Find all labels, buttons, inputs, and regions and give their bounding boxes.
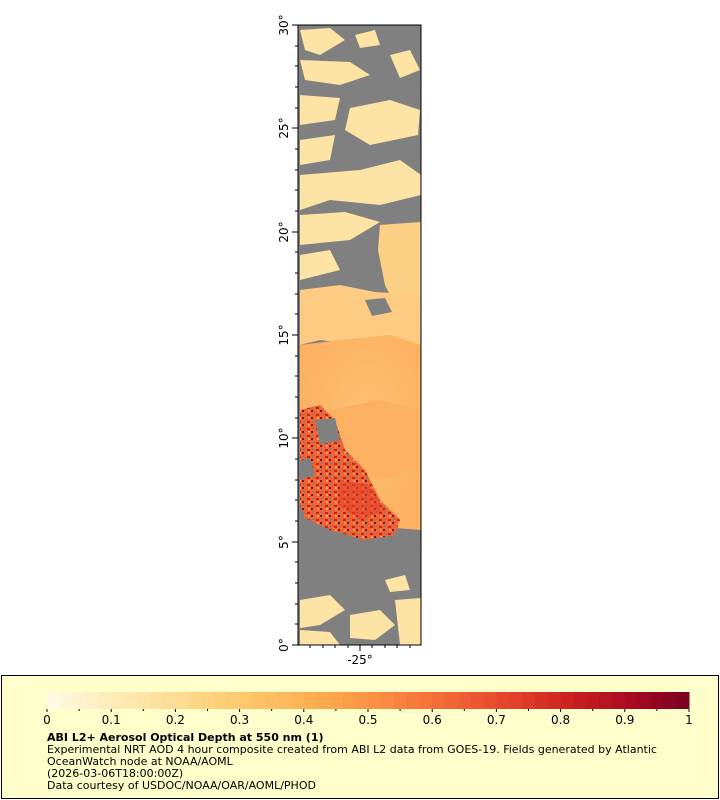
colorbar-cell (59, 692, 74, 709)
colorbar-cell (445, 692, 459, 709)
colorbar-cell (136, 692, 151, 709)
colorbar-cell (522, 692, 536, 709)
low-aod-patches-south (300, 575, 421, 645)
colorbar-cell (432, 692, 446, 709)
aod-map-panel (298, 25, 421, 645)
colorbar-cell (624, 692, 639, 709)
colorbar-cell (342, 692, 356, 709)
colorbar-cell (676, 692, 690, 709)
lat-label-5: 5° (277, 535, 291, 549)
colorbar-cell (573, 692, 587, 709)
caption-credit: Data courtesy of USDOC/NOAA/OAR/AOML/PHO… (47, 779, 316, 792)
colorbar-cell (637, 692, 651, 709)
colorbar-cell (586, 692, 600, 709)
colorbar-cell (278, 692, 292, 709)
cloud-gaps (300, 298, 392, 480)
lat-label-10: 10° (277, 427, 291, 448)
colorbar-cell (650, 692, 664, 709)
colorbar-cell (290, 692, 305, 709)
colorbar-tick-label: 0 (43, 713, 51, 727)
colorbar-tick-label: 0.8 (551, 713, 570, 727)
colorbar-cell (393, 692, 408, 709)
colorbar-cell (162, 692, 176, 709)
colorbar-cell (483, 692, 497, 709)
colorbar-cell (47, 692, 61, 709)
colorbar-cell (252, 692, 266, 709)
latitude-axis (292, 24, 298, 646)
colorbar-cell (406, 692, 420, 709)
colorbar-cell (329, 692, 343, 709)
caption-description: Experimental NRT AOD 4 hour composite cr… (47, 743, 657, 768)
colorbar-cells (47, 692, 690, 709)
colorbar-tick-label: 0.5 (358, 713, 377, 727)
colorbar-cell (72, 692, 87, 709)
colorbar-tick-label: 1 (685, 713, 693, 727)
colorbar-tick-label: 0.9 (615, 713, 634, 727)
colorbar-cell (547, 692, 562, 709)
colorbar-tick-label: 0.2 (166, 713, 185, 727)
colorbar-cell (457, 692, 472, 709)
latitude-minor-ticks (295, 45, 298, 625)
colorbar-cell (201, 692, 215, 709)
colorbar-tick-label: 0.1 (102, 713, 121, 727)
colorbar-cell (534, 692, 549, 709)
lat-label-15: 15° (277, 324, 291, 345)
colorbar-cell (303, 692, 318, 709)
colorbar-cell (509, 692, 523, 709)
colorbar-cell (663, 692, 677, 709)
colorbar-cell (98, 692, 112, 709)
caption-title: ABI L2+ Aerosol Optical Depth at 550 nm … (47, 731, 324, 744)
colorbar-cell (111, 692, 125, 709)
colorbar-cell (316, 692, 330, 709)
low-aod-patches-north (300, 28, 421, 280)
colorbar-cell (188, 692, 202, 709)
lon-label-minus-25: -25° (347, 653, 373, 667)
colorbar-ticks: 0 0.1 0.2 0.3 0.4 0.5 0.6 0.7 0.8 0.9 1 (43, 709, 693, 727)
colorbar-cell (419, 692, 433, 709)
colorbar-cell (265, 692, 279, 709)
colorbar-tick-label: 0.7 (487, 713, 506, 727)
colorbar-cell (226, 692, 241, 709)
lat-label-20: 20° (277, 221, 291, 242)
colorbar-cell (213, 692, 228, 709)
caption-time: (2026-03-06T18:00:00Z) (47, 767, 184, 780)
longitude-axis (309, 645, 411, 651)
colorbar-tick-label: 0.6 (423, 713, 442, 727)
colorbar-cell (611, 692, 626, 709)
colorbar-tick-label: 0.4 (294, 713, 313, 727)
lat-label-0: 0° (277, 638, 291, 652)
colorbar-cell (149, 692, 164, 709)
colorbar-cell (470, 692, 485, 709)
colorbar-cell (239, 692, 253, 709)
colorbar-cell (85, 692, 99, 709)
colorbar-cell (124, 692, 138, 709)
colorbar-cell (380, 692, 395, 709)
lat-label-25: 25° (277, 117, 291, 138)
colorbar-cell (599, 692, 613, 709)
colorbar-cell (496, 692, 510, 709)
colorbar-cell (368, 692, 382, 709)
colorbar-cell (560, 692, 574, 709)
colorbar-tick-label: 0.3 (230, 713, 249, 727)
colorbar-cell (175, 692, 189, 709)
colorbar-cell (355, 692, 369, 709)
latitude-labels: 0° 5° 10° 15° 20° 25° 30° (277, 14, 291, 651)
map-figure: 0° 5° 10° 15° 20° 25° 30° -25° (277, 14, 422, 667)
lat-label-30: 30° (277, 14, 291, 35)
